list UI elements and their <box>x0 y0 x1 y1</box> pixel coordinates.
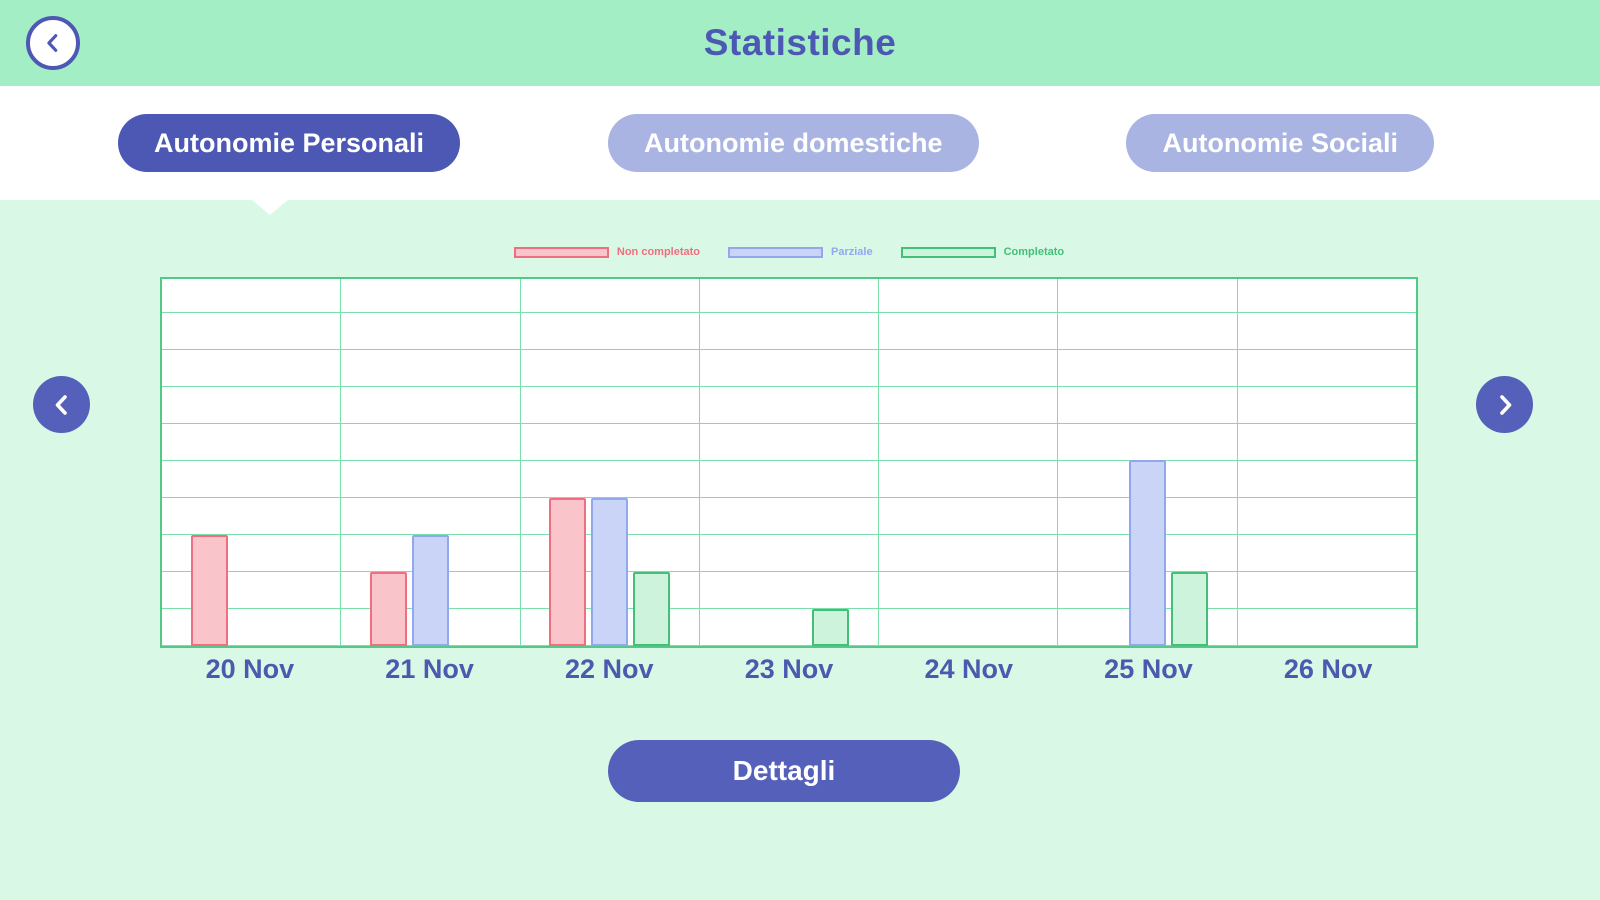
chevron-left-icon <box>50 393 74 417</box>
x-axis-label: 25 Nov <box>1104 654 1193 684</box>
x-axis-label: 23 Nov <box>744 654 834 684</box>
chart-column-23-nov <box>700 279 880 646</box>
legend-swatch <box>513 246 609 258</box>
chevron-left-icon <box>42 32 64 54</box>
legend-label: Non completato <box>616 246 701 258</box>
chart-legend: Non completato Parziale Completato <box>160 246 1418 258</box>
x-axis-label: 22 Nov <box>565 654 654 684</box>
legend-swatch <box>900 246 996 258</box>
bar-completato <box>812 609 850 646</box>
next-week-button[interactable] <box>1476 376 1533 433</box>
bar-non-completato <box>369 572 407 646</box>
chart-column-22-nov <box>521 279 700 646</box>
legend-label: Parziale <box>831 246 873 258</box>
tab-autonomie-personali[interactable]: Autonomie Personali <box>118 114 461 172</box>
chevron-right-icon <box>1493 393 1517 417</box>
legend-swatch <box>728 246 824 258</box>
x-axis-label: 20 Nov <box>205 654 295 684</box>
header <box>0 0 1600 86</box>
active-tab-notch <box>252 200 288 215</box>
back-button[interactable] <box>26 16 80 70</box>
x-axis-label: 26 Nov <box>1283 654 1373 684</box>
tab-autonomie-sociali[interactable]: Autonomie Sociali <box>1126 114 1434 172</box>
bar-parziale <box>411 535 449 646</box>
x-axis-labels: 20 Nov 21 Nov 22 Nov 23 Nov 24 Nov 25 Nov 26 N… <box>160 654 1418 685</box>
legend-item-completato: Completato <box>900 246 1065 258</box>
page-title: Statistiche <box>703 22 897 63</box>
tab-bar: Autonomie Personali Autonomie domestiche A… <box>0 86 1600 200</box>
legend-item-parziale: Parziale <box>728 246 873 258</box>
prev-week-button[interactable] <box>33 376 90 433</box>
x-axis-label: 24 Nov <box>924 654 1013 684</box>
details-button[interactable]: Dettagli <box>608 740 960 802</box>
x-axis-label: 21 Nov <box>385 654 474 684</box>
bar-parziale <box>1129 460 1167 646</box>
chart-column-24-nov <box>879 279 1059 646</box>
bar-chart-plot <box>160 277 1418 648</box>
bar-non-completato <box>190 535 228 646</box>
bar-completato <box>1171 572 1209 646</box>
bar-non-completato <box>549 498 587 646</box>
tab-autonomie-domestiche[interactable]: Autonomie domestiche <box>607 114 979 172</box>
chart-column-21-nov <box>341 279 521 646</box>
legend-label: Completato <box>1003 246 1065 258</box>
chart-column-25-nov <box>1058 279 1238 646</box>
chart-column-20-nov <box>162 279 342 646</box>
legend-item-non-completato: Non completato <box>513 246 701 258</box>
chart-column-26-nov <box>1238 279 1416 646</box>
bar-parziale <box>591 498 629 646</box>
bar-completato <box>633 572 671 646</box>
